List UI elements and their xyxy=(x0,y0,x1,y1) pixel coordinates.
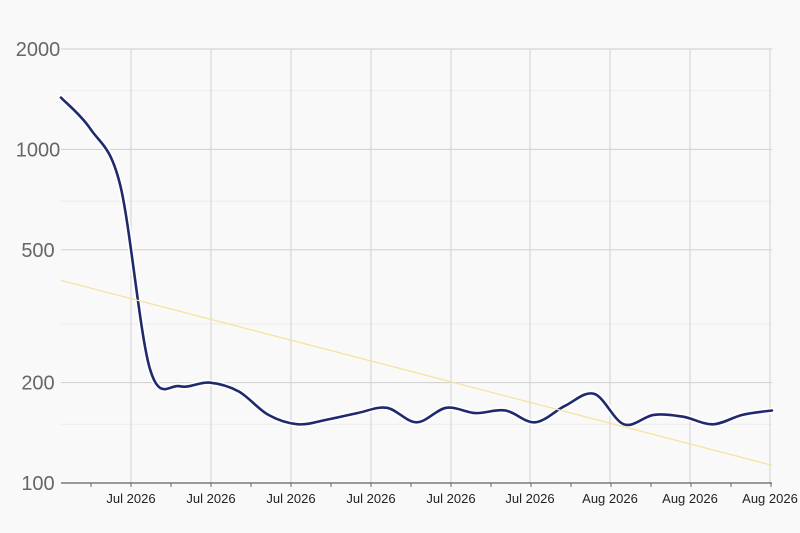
x-tick-label: Jul 2026 xyxy=(346,491,395,506)
series-line-halo xyxy=(58,94,775,428)
x-tick-label: Jul 2026 xyxy=(505,491,554,506)
x-tick-label: Jul 2026 xyxy=(106,491,155,506)
y-tick-label: 1000 xyxy=(16,139,61,161)
x-tick-label: Aug 2026 xyxy=(582,491,638,506)
x-tick-label: Aug 2026 xyxy=(662,491,718,506)
series-line xyxy=(59,96,774,427)
x-tick-label: Jul 2026 xyxy=(266,491,315,506)
trend-line xyxy=(60,279,773,466)
x-tick-label: Aug 2026 xyxy=(742,491,798,506)
x-axis xyxy=(61,482,772,487)
y-tick-label: 100 xyxy=(21,473,54,495)
y-axis-labels: 100 200 500 1000 2000 xyxy=(16,39,61,495)
y-tick-label: 200 xyxy=(21,373,54,395)
grid xyxy=(61,48,772,484)
x-tick-label: Jul 2026 xyxy=(426,491,475,506)
y-tick-label: 2000 xyxy=(16,39,61,61)
y-tick-label: 500 xyxy=(21,240,54,262)
x-axis-labels: Jul 2026 Jul 2026 Jul 2026 Jul 2026 Jul 2026… xyxy=(106,491,797,506)
series-group xyxy=(58,94,775,466)
x-tick-label: Jul 2026 xyxy=(186,491,235,506)
